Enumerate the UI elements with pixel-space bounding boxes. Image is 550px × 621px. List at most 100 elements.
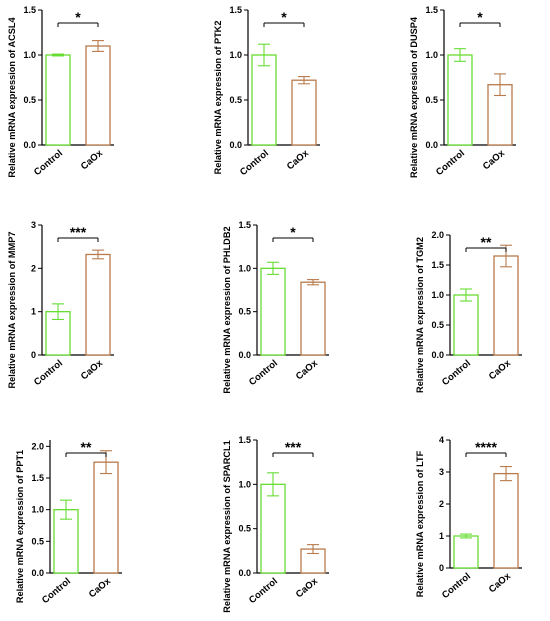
chart-panel-7: 0.0 0.5 1.0 1.5 2.0 Relative mRNA expression … (15, 439, 122, 606)
y-tick-label: 0.5 (238, 307, 251, 317)
chart-panel-4: 0 1 2 3 Relative mRNA expression of MMP7 Cont… (7, 220, 114, 388)
y-tick-label: 1.0 (229, 50, 242, 60)
category-label: Control (247, 358, 280, 388)
y-axis-label: Relative mRNA expression of LTF (415, 450, 425, 597)
chart-panel-1: 0.0 0.5 1.0 1.5 Relative mRNA expression of … (7, 5, 114, 178)
category-label: CaOx (285, 147, 312, 172)
category-label: Control (238, 148, 271, 178)
y-tick-label: 3 (31, 220, 36, 230)
y-tick-label: 0.5 (238, 524, 251, 534)
chart-panel-5: 0.0 0.5 1.0 1.5 Relative mRNA expression of … (222, 220, 329, 394)
category-label: Control (247, 576, 280, 606)
bar-control (45, 54, 71, 146)
chart-panel-9: 0 1 2 3 4 Relative mRNA expression of LTF Cont… (415, 435, 522, 601)
category-label: Control (440, 358, 473, 388)
y-tick-label: 1.5 (238, 435, 251, 445)
significance-label: ** (481, 234, 492, 250)
significance-label: *** (70, 224, 87, 240)
y-tick-label: 1.5 (431, 260, 444, 270)
bar-caox (93, 461, 119, 574)
y-axis-label: Relative mRNA expression of PHLDB2 (222, 226, 232, 393)
category-label: Control (32, 358, 65, 388)
y-axis-label: Relative mRNA expression of ACSL4 (7, 17, 17, 178)
chart-panel-8: 0.0 0.5 1.0 1.5 Relative mRNA expression of … (222, 435, 329, 613)
bar-control (251, 54, 277, 146)
y-axis-label: Relative mRNA expression of PPT1 (15, 450, 25, 603)
y-tick-label: 1.5 (23, 5, 36, 15)
bar-caox (300, 281, 326, 356)
y-tick-label: 1.5 (229, 5, 242, 15)
bar-caox (85, 253, 111, 356)
bar-control (447, 54, 473, 146)
y-tick-label: 0.5 (23, 95, 36, 105)
category-label: CaOx (79, 147, 106, 172)
significance-label: ** (81, 439, 92, 455)
y-tick-label: 2.0 (31, 441, 44, 451)
y-tick-label: 4 (439, 435, 444, 445)
y-tick-label: 0 (439, 563, 444, 573)
y-tick-label: 0.5 (229, 95, 242, 105)
y-tick-label: 2.0 (431, 230, 444, 240)
y-tick-label: 1.0 (425, 50, 438, 60)
significance-label: **** (475, 439, 497, 455)
significance-label: * (477, 9, 483, 25)
y-tick-label: 0.0 (238, 568, 251, 578)
significance-label: * (290, 224, 296, 240)
y-tick-label: 1 (31, 307, 36, 317)
y-tick-label: 1 (439, 531, 444, 541)
category-label: Control (40, 576, 73, 606)
category-label: CaOx (79, 357, 106, 382)
significance-label: * (75, 9, 81, 25)
bar-control (453, 535, 479, 569)
y-tick-label: 0.0 (31, 568, 44, 578)
y-tick-label: 0.0 (229, 140, 242, 150)
y-tick-label: 0.0 (425, 140, 438, 150)
y-tick-label: 0.0 (431, 350, 444, 360)
chart-panel-3: 0.0 0.5 1.0 1.5 Relative mRNA expression of … (409, 5, 516, 178)
y-axis-label: Relative mRNA expression of DUSP4 (409, 16, 419, 178)
y-tick-label: 0.0 (238, 350, 251, 360)
y-tick-label: 1.0 (431, 290, 444, 300)
y-tick-label: 1.0 (31, 505, 44, 515)
bar-control (453, 294, 479, 356)
y-tick-label: 1.5 (31, 473, 44, 483)
bar-caox (291, 79, 317, 146)
y-tick-label: 1.5 (238, 220, 251, 230)
y-tick-label: 0.0 (23, 140, 36, 150)
chart-panel-6: 0.0 0.5 1.0 1.5 2.0 Relative mRNA expression … (415, 230, 522, 393)
category-label: CaOx (481, 147, 508, 172)
y-tick-label: 1.0 (238, 479, 251, 489)
category-label: CaOx (487, 357, 514, 382)
category-label: CaOx (294, 357, 321, 382)
bar-caox (493, 255, 519, 356)
bar-caox (493, 472, 519, 569)
bar-control (260, 267, 286, 356)
category-label: CaOx (87, 575, 114, 600)
bar-control (260, 483, 286, 574)
y-axis-label: Relative mRNA expression of SPARCL1 (222, 440, 232, 613)
chart-panel-2: 0.0 0.5 1.0 1.5 Relative mRNA expression of … (213, 5, 320, 178)
y-tick-label: 2 (31, 263, 36, 273)
y-tick-label: 2 (439, 499, 444, 509)
category-label: CaOx (487, 570, 514, 595)
y-axis-label: Relative mRNA expression of MMP7 (7, 232, 17, 389)
y-axis-label: Relative mRNA expression of TGM2 (415, 237, 425, 393)
category-label: CaOx (294, 575, 321, 600)
y-tick-label: 1.0 (23, 50, 36, 60)
y-tick-label: 0.5 (31, 536, 44, 546)
bar-caox (85, 45, 111, 146)
y-tick-label: 1.5 (425, 5, 438, 15)
category-label: Control (440, 571, 473, 601)
y-tick-label: 1.0 (238, 263, 251, 273)
y-tick-label: 0.5 (431, 320, 444, 330)
category-label: Control (434, 148, 467, 178)
significance-label: *** (285, 439, 302, 455)
significance-label: * (281, 9, 287, 25)
bar-control (53, 509, 79, 574)
y-axis-label: Relative mRNA expression of PTK2 (213, 21, 223, 175)
y-tick-label: 0 (31, 350, 36, 360)
y-tick-label: 3 (439, 467, 444, 477)
y-tick-label: 0.5 (425, 95, 438, 105)
category-label: Control (32, 148, 65, 178)
